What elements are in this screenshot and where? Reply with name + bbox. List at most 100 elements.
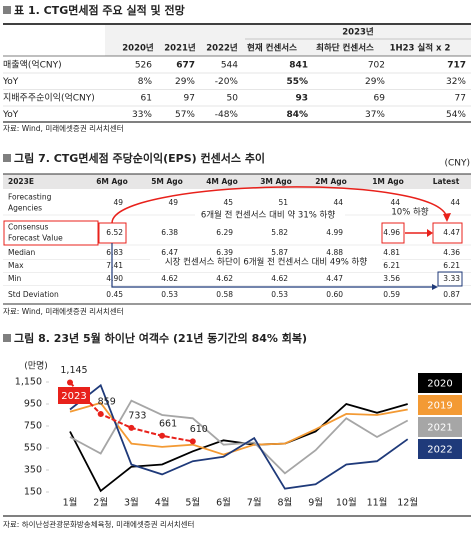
x-tick-label: 8월	[278, 497, 293, 509]
cell: 29%	[175, 77, 195, 87]
point	[159, 432, 166, 439]
eps-cell: 45	[223, 198, 233, 207]
x-tick-label: 12월	[397, 497, 418, 509]
cell: 32%	[446, 77, 466, 87]
cell: 97	[184, 94, 195, 104]
eps-row-label: Max	[8, 261, 24, 270]
eps-cell: 6.21	[383, 261, 400, 270]
eps-row-label: Std Deviation	[8, 290, 59, 299]
cell: -48%	[215, 110, 239, 120]
eps-header: 3M Ago	[260, 177, 292, 186]
eps-cell: 6.39	[216, 248, 233, 257]
eps-cell: 7.41	[106, 261, 123, 270]
legend-label: 2019	[427, 401, 452, 412]
y-tick-label: 350	[24, 465, 42, 476]
eps-cell: 49	[168, 198, 178, 207]
source: 자료: 하이난성관광문화방송체육청, 미래에셋증권 리서치센터	[3, 519, 194, 529]
legend-label: 2021	[427, 423, 452, 434]
cell: 717	[447, 61, 466, 71]
eps-cell: 6.52	[106, 228, 123, 237]
data-label: 1,145	[60, 365, 87, 376]
cell: 54%	[446, 110, 466, 120]
eps-cell: 0.60	[326, 290, 343, 299]
data-label: 661	[159, 418, 177, 429]
column-header: 2022년	[206, 43, 238, 54]
cell: 841	[289, 61, 308, 71]
cell: 544	[221, 61, 238, 71]
legend-box	[418, 395, 462, 415]
cell: 677	[176, 61, 195, 71]
eps-header: 1M Ago	[372, 177, 404, 186]
point	[189, 438, 196, 445]
eps-row-label: Min	[8, 274, 22, 283]
group-header: 2023년	[342, 27, 374, 38]
eps-cell: 4.99	[326, 228, 343, 237]
annotation: 10% 하향	[391, 207, 428, 218]
legend-box	[58, 387, 90, 404]
cell: 526	[135, 61, 152, 71]
table-title: 표 1. CTG면세점 주요 실적 및 전망	[14, 3, 185, 17]
eps-cell: 49	[113, 198, 123, 207]
row-label: YoY	[2, 77, 19, 87]
eps-header: 6M Ago	[96, 177, 128, 186]
series-line	[69, 401, 408, 456]
eps-cell: 4.88	[326, 248, 343, 257]
eps-cell: 6.38	[161, 228, 178, 237]
y-tick-label: 150	[24, 487, 42, 498]
arrow-head	[443, 213, 451, 222]
eps-cell: 3.56	[383, 274, 400, 283]
row-label: YoY	[2, 110, 19, 120]
eps-row-label: Consensus	[8, 223, 49, 232]
x-tick-label: 11월	[367, 497, 388, 509]
source: 자료: Wind, 미래에셋증권 리서치센터	[3, 123, 124, 133]
legend-box	[418, 417, 462, 437]
eps-header-bg	[3, 174, 471, 189]
series-line	[69, 383, 409, 490]
annotation-bg	[195, 208, 345, 221]
x-tick-label: 10월	[336, 497, 357, 509]
data-label: 859	[98, 397, 116, 408]
chart-title: 그림 8. 23년 5월 하이난 여객수 (21년 동기간의 84% 회복)	[14, 331, 307, 345]
eps-cell: 4.96	[383, 228, 400, 237]
x-tick-label: 7월	[247, 497, 262, 509]
highlight-box	[437, 271, 463, 287]
row-label: 매출액(억CNY)	[3, 59, 62, 71]
eps-header: Latest	[433, 177, 460, 186]
eps-cell: 6.47	[161, 248, 178, 257]
point	[97, 411, 104, 418]
cell: 93	[295, 94, 308, 104]
eps-row-label: Median	[8, 248, 36, 257]
y-tick-label: 950	[24, 399, 42, 410]
x-tick-label: 5월	[185, 497, 200, 509]
cell: 50	[227, 94, 239, 104]
figure-title: 그림 7. CTG면세점 주당순이익(EPS) 컨센서스 추이	[14, 151, 265, 165]
annotation-bg	[150, 255, 382, 268]
y-axis-label: (만명)	[24, 361, 48, 372]
legend-label: 2023	[61, 391, 86, 402]
unit: (CNY)	[444, 159, 470, 169]
eps-cell: 6.83	[106, 248, 123, 257]
eps-cell: 4.47	[443, 228, 460, 237]
arc-arrow	[111, 186, 448, 224]
eps-cell: 6.29	[216, 228, 233, 237]
cell: 84%	[286, 110, 308, 120]
eps-header: 2M Ago	[315, 177, 347, 186]
data-label: 610	[190, 424, 208, 435]
eps-cell: 4.36	[443, 248, 460, 257]
column-header: 최하단 컨센서스	[316, 43, 374, 54]
legend-label: 2020	[427, 379, 452, 390]
eps-cell: 4.62	[271, 274, 288, 283]
y-tick-label: 750	[24, 421, 42, 432]
highlight-box	[381, 222, 405, 244]
legend-label: 2022	[427, 445, 452, 456]
eps-cell: 4.62	[216, 274, 233, 283]
cell: 55%	[286, 77, 308, 87]
eps-row-label: Agencies	[8, 204, 42, 213]
cell: 33%	[132, 110, 152, 120]
title-icon	[3, 154, 11, 162]
eps-cell: 0.53	[271, 290, 288, 299]
eps-cell: 6.21	[443, 261, 460, 270]
cell: 57%	[175, 110, 195, 120]
eps-cell: 0.58	[216, 290, 233, 299]
